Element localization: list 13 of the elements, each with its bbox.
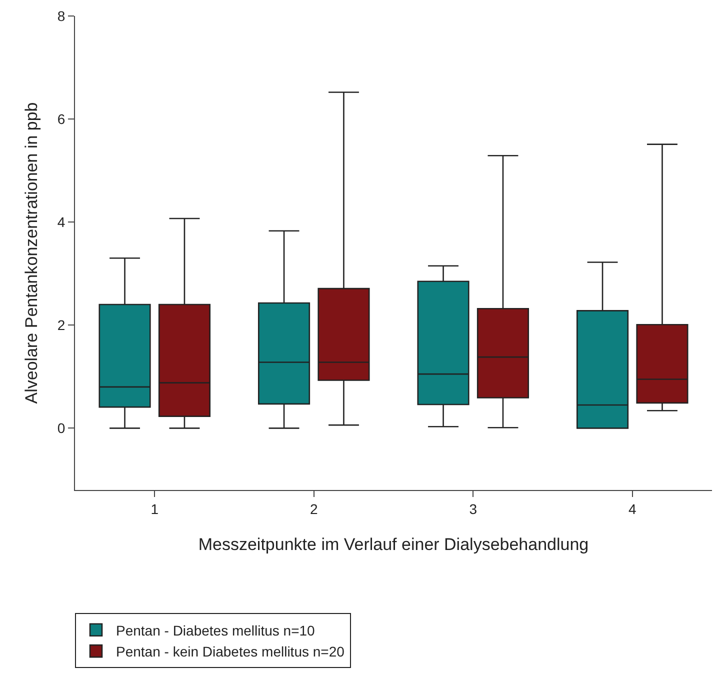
y-tick-label: 0 bbox=[57, 420, 66, 436]
x-tick-label: 2 bbox=[310, 500, 318, 517]
x-axis-title: Messzeitpunkte im Verlauf einer Dialysebehandlung bbox=[198, 535, 589, 554]
y-tick-label: 2 bbox=[57, 317, 66, 334]
y-tick-label: 8 bbox=[57, 8, 66, 24]
legend-label: Pentan - Diabetes mellitus n=10 bbox=[116, 622, 316, 638]
y-tick-label: 4 bbox=[57, 214, 66, 230]
y-axis-title: Alveolare Pentankonzentrationen in ppb bbox=[22, 102, 41, 404]
y-tick-label: 6 bbox=[57, 110, 66, 127]
legend-label: Pentan - kein Diabetes mellitus n=20 bbox=[116, 644, 345, 660]
x-tick-label: 1 bbox=[150, 500, 159, 517]
x-tick-label: 3 bbox=[469, 500, 478, 517]
x-tick-label: 4 bbox=[628, 500, 636, 517]
